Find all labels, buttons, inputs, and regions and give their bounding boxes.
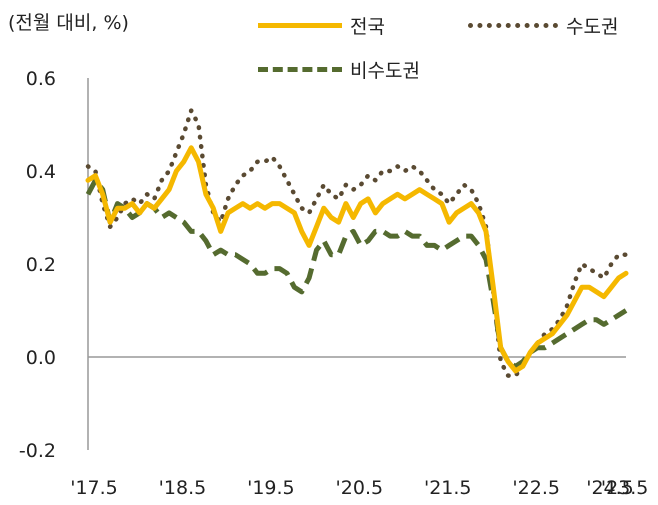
x-tick-label: '22.5 [512, 477, 560, 499]
legend-item-non-capital: 비수도권 [258, 56, 420, 83]
y-tick-label: 0.6 [26, 68, 56, 90]
legend-swatch-non-capital [258, 67, 342, 72]
x-tick-label: '17.5 [70, 477, 118, 499]
y-axis-ticks: 0.6 0.4 0.2 0.0 -0.2 [19, 68, 56, 462]
legend-swatch-capital [468, 23, 558, 28]
x-axis-ticks: '17.5 '18.5 '19.5 '20.5 '21.5 '22.5 '23.5'24.5 [70, 477, 648, 499]
y-tick-label: 0.4 [26, 161, 56, 183]
legend-item-national: 전국 [258, 12, 385, 39]
legend-label-national: 전국 [350, 16, 385, 38]
legend-label-capital: 수도권 [566, 16, 619, 38]
x-tick-label: '20.5 [336, 477, 384, 499]
y-tick-label: 0.2 [26, 254, 56, 276]
legend-swatch-national [258, 23, 342, 28]
x-tick-label: '23.5 [601, 477, 649, 499]
x-tick-label: '21.5 [424, 477, 472, 499]
y-axis-unit-label: (전월 대비, %) [8, 12, 129, 34]
x-tick-label: '24.5 [586, 477, 634, 499]
legend-item-capital: 수도권 [468, 12, 618, 39]
y-tick-label: -0.2 [19, 440, 56, 462]
x-tick-label: '19.5 [247, 477, 295, 499]
series-layer [85, 108, 629, 378]
legend-label-non-capital: 비수도권 [350, 60, 420, 82]
x-tick-label: '18.5 [159, 477, 207, 499]
y-tick-label: 0.0 [26, 347, 56, 369]
series-line-national [85, 145, 629, 374]
